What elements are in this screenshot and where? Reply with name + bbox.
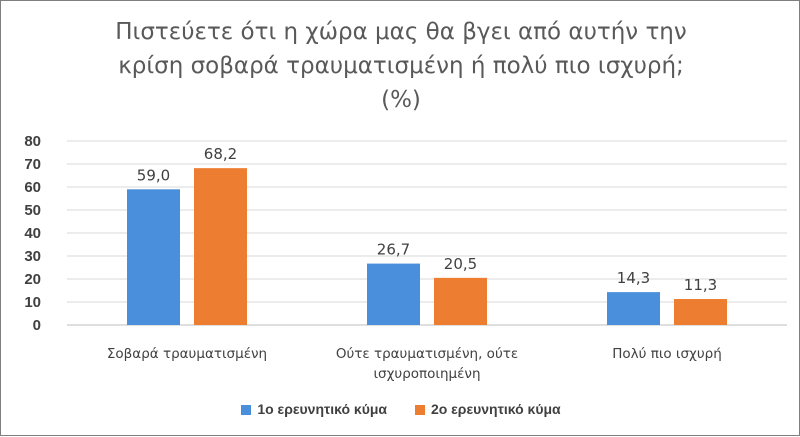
chart-title-line-2: κρίση σοβαρά τραυματισμένη ή πολύ πιο ισ… — [118, 53, 684, 79]
data-label: 26,7 — [377, 241, 410, 259]
y-tick-label: 70 — [24, 156, 41, 173]
data-label: 59,0 — [137, 166, 170, 184]
bar-series-2 — [434, 277, 487, 325]
chart-title-line-3: (%) — [381, 87, 421, 113]
x-category-label: Πολύ πιο ισχυρή — [612, 346, 722, 362]
data-label: 68,2 — [204, 145, 237, 163]
data-label: 20,5 — [444, 255, 477, 273]
legend-label-series-1: 1ο ερευνητικό κύμα — [257, 401, 388, 417]
y-tick-label: 60 — [24, 179, 41, 196]
y-tick-label: 0 — [33, 317, 41, 334]
y-tick-label: 80 — [24, 133, 41, 150]
legend-swatch-series-2 — [414, 405, 425, 415]
y-tick-label: 30 — [24, 248, 41, 265]
chart-title: Πιστεύετε ότι η χώρα μας θα βγει από αυτ… — [41, 15, 761, 117]
y-tick-label: 20 — [24, 271, 41, 288]
legend-swatch-series-1 — [241, 405, 252, 415]
chart-title-line-1: Πιστεύετε ότι η χώρα μας θα βγει από αυτ… — [115, 19, 687, 45]
bar-series-1 — [607, 292, 660, 325]
legend: 1ο ερευνητικό κύμα 2ο ερευνητικό κύμα — [1, 401, 800, 417]
data-label: 14,3 — [617, 269, 650, 287]
bar-series-1 — [367, 263, 420, 325]
legend-label-series-2: 2ο ερευνητικό κύμα — [430, 401, 561, 417]
x-category-label: ισχυροποιημένη — [373, 366, 480, 382]
y-tick-label: 50 — [24, 202, 41, 219]
legend-item-series-1: 1ο ερευνητικό κύμα — [241, 401, 387, 417]
bar-series-2 — [194, 168, 247, 325]
legend-item-series-2: 2ο ερευνητικό κύμα — [414, 401, 561, 417]
x-category-label: Ούτε τραυματισμένη, ούτε — [336, 346, 518, 362]
data-label: 11,3 — [684, 276, 717, 294]
bar-series-1 — [127, 189, 180, 325]
y-tick-label: 10 — [24, 294, 41, 311]
y-tick-label: 40 — [24, 225, 41, 242]
bar-series-2 — [674, 299, 727, 325]
x-category-label: Σοβαρά τραυματισμένη — [107, 346, 267, 362]
